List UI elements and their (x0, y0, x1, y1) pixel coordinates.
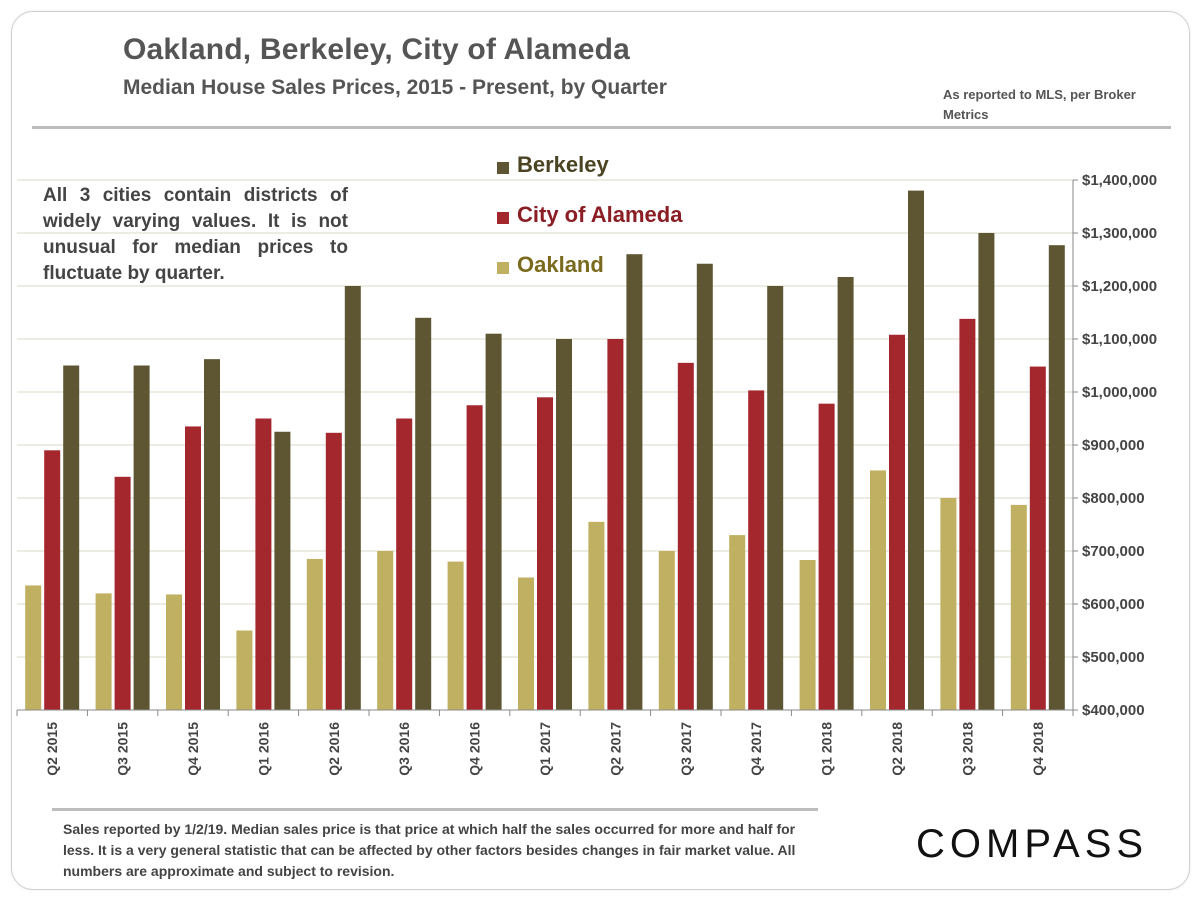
bar-berkeley (767, 286, 784, 710)
bar-berkeley (415, 317, 432, 710)
bar-oakland (729, 535, 746, 710)
y-tick-label: $1,000,000 (1082, 384, 1157, 401)
bar-alameda (537, 397, 553, 710)
bar-berkeley (626, 254, 643, 710)
y-tick-label: $900,000 (1082, 437, 1145, 454)
x-tick-label: Q2 2017 (607, 722, 623, 776)
legend-swatch-oakland (497, 262, 509, 274)
bar-alameda (959, 318, 976, 710)
x-tick-label: Q4 2016 (467, 722, 483, 776)
bar-berkeley (63, 365, 80, 710)
bar-alameda (255, 418, 272, 710)
header-divider (32, 126, 1171, 129)
bar-alameda (818, 403, 835, 710)
y-tick-label: $500,000 (1082, 649, 1145, 666)
y-tick-label: $800,000 (1082, 490, 1145, 507)
bar-berkeley (344, 286, 361, 710)
bar-berkeley (1048, 245, 1065, 710)
x-tick-label: Q4 2017 (748, 722, 764, 776)
y-tick-label: $400,000 (1082, 702, 1145, 719)
x-tick-label: Q3 2016 (396, 722, 412, 776)
legend-label-oakland: Oakland (517, 252, 604, 277)
x-tick-label: Q2 2015 (44, 722, 60, 776)
bar-berkeley (696, 263, 713, 710)
bar-oakland (377, 551, 394, 710)
legend-swatch-berkeley (497, 162, 509, 174)
bar-alameda (607, 339, 624, 710)
footnote: Sales reported by 1/2/19. Median sales p… (63, 821, 796, 879)
x-tick-label: Q3 2015 (115, 722, 131, 776)
bar-alameda (748, 390, 765, 710)
y-tick-label: $600,000 (1082, 596, 1145, 613)
bar-oakland (588, 521, 605, 710)
x-tick-label: Q1 2017 (537, 722, 553, 776)
legend-label-berkeley: Berkeley (517, 152, 609, 177)
bar-berkeley (133, 365, 150, 710)
bar-oakland (940, 498, 957, 710)
y-tick-label: $1,300,000 (1082, 225, 1157, 242)
bar-alameda (466, 405, 483, 710)
bar-alameda (185, 426, 201, 710)
chart-annotation: All 3 cities contain districts of widely… (43, 185, 348, 284)
bar-berkeley (274, 431, 291, 710)
y-tick-label: $1,100,000 (1082, 331, 1157, 348)
bar-berkeley (837, 276, 854, 710)
x-tick-label: Q1 2016 (255, 722, 271, 776)
bar-alameda (44, 450, 61, 710)
x-tick-label: Q3 2017 (678, 722, 694, 776)
bar-oakland (870, 470, 886, 710)
x-tick-label: Q4 2015 (185, 722, 201, 776)
bar-oakland (306, 558, 323, 710)
bar-alameda (114, 476, 131, 710)
source-note: As reported to MLS, per Broker Metrics (943, 87, 1136, 122)
x-tick-label: Q3 2018 (959, 722, 975, 776)
bar-oakland (95, 593, 112, 710)
chart-subtitle: Median House Sales Prices, 2015 - Presen… (123, 76, 667, 99)
bar-oakland (658, 551, 675, 710)
y-tick-label: $1,400,000 (1082, 172, 1157, 189)
axes: $400,000 $500,000 $600,000 $700,000 $800,000… (16, 172, 1157, 776)
x-tick-label: Q4 2018 (1030, 722, 1046, 776)
x-tick-label: Q2 2018 (889, 722, 905, 776)
bar-berkeley (978, 233, 995, 710)
compass-logo: COMPASS (916, 822, 1149, 866)
bar-alameda (396, 418, 413, 710)
footer-divider (52, 808, 818, 811)
bar-berkeley (908, 190, 924, 711)
x-tick-label: Q2 2016 (326, 722, 342, 776)
bar-oakland (236, 630, 253, 710)
bar-berkeley (556, 339, 572, 710)
bar-oakland (799, 560, 816, 710)
bar-oakland (1010, 504, 1027, 710)
chart-title: Oakland, Berkeley, City of Alameda (123, 33, 630, 66)
bar-oakland (166, 594, 182, 710)
legend-label-alameda: City of Alameda (517, 202, 683, 227)
y-tick-label: $700,000 (1082, 543, 1145, 560)
bar-berkeley (485, 333, 502, 710)
bar-oakland (518, 577, 534, 710)
bar-alameda (325, 432, 342, 710)
y-tick-label: $1,200,000 (1082, 278, 1157, 295)
bar-oakland (447, 561, 464, 710)
bar-alameda (677, 362, 694, 710)
bar-alameda (889, 334, 905, 710)
bar-berkeley (204, 359, 220, 710)
legend-swatch-alameda (497, 212, 509, 224)
x-tick-label: Q1 2018 (819, 722, 835, 776)
bar-alameda (1029, 366, 1046, 710)
bar-oakland (25, 585, 42, 710)
bars (25, 190, 1065, 711)
